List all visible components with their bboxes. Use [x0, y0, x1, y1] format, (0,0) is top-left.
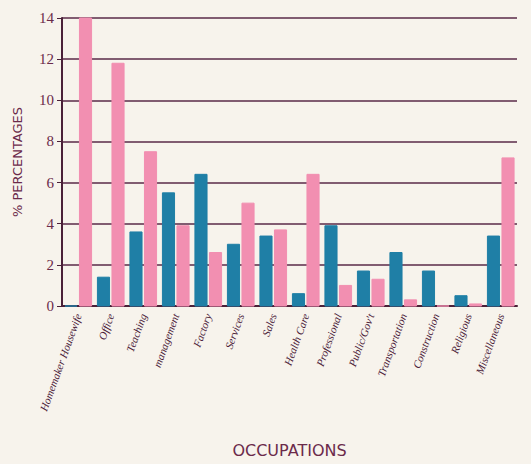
svg-text:14: 14 [39, 10, 55, 26]
svg-text:Services: Services [223, 312, 247, 351]
svg-text:8: 8 [47, 133, 55, 149]
svg-text:6: 6 [47, 175, 55, 191]
svg-text:10: 10 [39, 92, 54, 108]
svg-text:OCCUPATIONS: OCCUPATIONS [232, 441, 346, 460]
svg-text:12: 12 [39, 51, 54, 67]
svg-text:Factory: Factory [190, 312, 214, 350]
svg-text:Health Care: Health Care [281, 312, 311, 368]
svg-text:% PERCENTAGES: % PERCENTAGES [10, 107, 25, 217]
svg-text:Teaching: Teaching [124, 311, 149, 353]
svg-text:2: 2 [47, 257, 55, 273]
svg-text:Sales: Sales [260, 312, 279, 338]
svg-text:Construction: Construction [410, 311, 441, 370]
svg-text:Transportation: Transportation [375, 311, 409, 378]
svg-text:0: 0 [47, 298, 55, 314]
svg-text:Homemaker Housewife: Homemaker Housewife [37, 312, 84, 414]
svg-text:Public/Gov't: Public/Gov't [346, 311, 377, 369]
svg-text:4: 4 [47, 216, 55, 232]
svg-text:Religious: Religious [448, 312, 474, 356]
svg-text:Professional: Professional [313, 312, 343, 369]
svg-text:management: management [151, 311, 182, 369]
svg-text:Miscellaneous: Miscellaneous [473, 312, 506, 377]
svg-text:Office: Office [96, 312, 117, 341]
